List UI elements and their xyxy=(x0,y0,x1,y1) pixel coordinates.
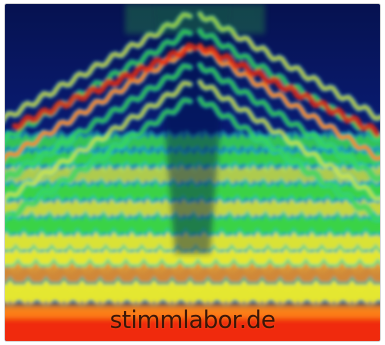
harmonic-ridge xyxy=(198,80,380,202)
harmonic-ridge xyxy=(5,63,192,182)
harmonic-ridge xyxy=(5,98,192,222)
fundamental-band-edge xyxy=(5,304,380,318)
harmonic-band xyxy=(5,262,380,288)
spectrogram-graphic xyxy=(5,4,380,341)
harmonic-ridge xyxy=(5,46,192,162)
harmonic-ridge xyxy=(198,63,380,182)
spectrogram-image: stimmlabor.de xyxy=(5,4,380,341)
watermark-text: stimmlabor.de xyxy=(109,306,276,334)
harmonic-band xyxy=(5,280,380,305)
harmonic-ridge xyxy=(5,12,192,121)
harmonic-ridge xyxy=(198,97,380,222)
top-haze xyxy=(125,4,265,34)
harmonic-ridge xyxy=(197,43,380,138)
harmonic-ridge xyxy=(5,81,192,202)
harmonic-ridge xyxy=(12,42,198,131)
harmonic-ridge xyxy=(198,29,380,141)
harmonic-band xyxy=(5,248,380,271)
